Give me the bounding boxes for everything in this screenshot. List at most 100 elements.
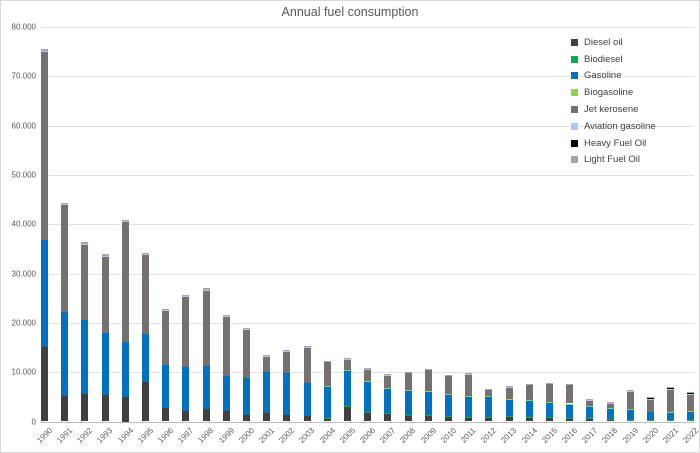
x-tick-label-2019: 2019: [620, 426, 640, 445]
bar-segment-biodiesel-2012: [485, 416, 493, 418]
bar-segment-gasoline-2012: [485, 396, 493, 417]
bar-segment-diesel-oil-2021: [667, 420, 675, 422]
bar-segment-jet-kerosene-2013: [505, 386, 513, 399]
x-tick-label-1997: 1997: [176, 426, 196, 445]
bar-segment-gasoline-1993: [101, 332, 109, 396]
bar-segment-diesel-oil-1997: [182, 410, 190, 422]
bar-segment-biodiesel-2013: [505, 416, 513, 418]
x-tick-label-1999: 1999: [216, 426, 236, 445]
y-tick-label-70.000: 70.000: [11, 71, 36, 81]
bar-segment-jet-kerosene-1997: [182, 296, 190, 368]
legend-item-light-fuel-oil: Light Fuel Oil: [571, 152, 656, 169]
bar-segment-gasoline-1998: [202, 365, 210, 409]
bar-segment-light-fuel-oil-1990: [41, 48, 48, 51]
legend-swatch-icon: [571, 139, 578, 147]
x-tick-label-2010: 2010: [438, 426, 458, 445]
y-tick-label-10.000: 10.000: [11, 367, 36, 377]
x-tick-label-2001: 2001: [257, 426, 277, 445]
bar-segment-jet-kerosene-2007: [384, 374, 392, 389]
bar-segment-jet-kerosene-2016: [566, 384, 574, 404]
x-tick-label-1990: 1990: [34, 426, 54, 445]
x-tick-label-2006: 2006: [358, 426, 378, 445]
bar-segment-gasoline-1990: [41, 239, 48, 348]
bar-segment-jet-kerosene-1994: [121, 221, 129, 342]
bar-segment-diesel-oil-2018: [606, 419, 614, 422]
bar-segment-jet-kerosene-2019: [626, 391, 634, 410]
x-tick-label-2009: 2009: [418, 426, 438, 445]
legend-swatch-icon: [571, 106, 578, 114]
y-tick-label-60.000: 60.000: [11, 121, 36, 131]
legend-swatch-icon: [571, 122, 578, 130]
bar-segment-light-fuel-oil-1996: [162, 309, 170, 311]
legend-label: Biodiesel: [584, 53, 623, 65]
bar-segment-jet-kerosene-2018: [606, 402, 614, 408]
chart-title: Annual fuel consumption: [281, 5, 419, 19]
bar-segment-gasoline-2006: [364, 381, 372, 413]
bar-segment-biodiesel-2005: [344, 406, 351, 408]
bar-segment-light-fuel-oil-1999: [222, 314, 230, 317]
x-tick-label-2007: 2007: [378, 426, 398, 445]
legend-swatch-icon: [571, 156, 578, 164]
bar-segment-gasoline-2008: [404, 390, 412, 415]
legend-label: Light Fuel Oil: [584, 154, 640, 166]
bar-segment-heavy-fuel-oil-2021: [667, 387, 675, 389]
x-axis-line: [41, 421, 694, 423]
chart-legend: Diesel oil Biodiesel Gasoline Biogasoline Je…: [571, 34, 656, 168]
bar-segment-diesel-oil-2020: [647, 420, 654, 422]
x-tick-label-2002: 2002: [277, 426, 297, 445]
bar-segment-gasoline-1997: [182, 367, 190, 411]
x-tick-label-1992: 1992: [75, 426, 95, 445]
bar-segment-diesel-oil-1990: [41, 347, 48, 422]
bar-segment-light-fuel-oil-2003: [303, 346, 311, 347]
gridline-40000: [41, 224, 694, 226]
bar-segment-gasoline-2005: [344, 370, 351, 407]
bar-segment-gasoline-2002: [283, 373, 291, 415]
legend-swatch-icon: [571, 55, 578, 63]
bar-segment-jet-kerosene-2000: [243, 329, 250, 378]
bar-segment-gasoline-1996: [162, 365, 170, 408]
bar-segment-gasoline-1992: [81, 320, 89, 394]
x-tick-label-2013: 2013: [499, 426, 519, 445]
bar-segment-light-fuel-oil-2000: [243, 327, 250, 329]
bar-segment-gasoline-2020: [647, 412, 654, 420]
bar-segment-diesel-oil-1995: [142, 382, 149, 422]
bar-segment-biodiesel-2007: [384, 413, 392, 415]
bar-segment-diesel-oil-2009: [424, 415, 432, 422]
bar-segment-diesel-oil-2004: [323, 418, 331, 422]
bar-segment-heavy-fuel-oil-2020: [647, 397, 654, 399]
legend-label: Diesel oil: [584, 36, 623, 48]
bar-segment-gasoline-2013: [505, 399, 513, 417]
bar-segment-gasoline-1995: [142, 333, 149, 383]
legend-label: Aviation gasoline: [584, 120, 656, 132]
bar-segment-jet-kerosene-1991: [61, 204, 69, 312]
bar-segment-jet-kerosene-2017: [586, 399, 594, 407]
x-tick-label-2012: 2012: [479, 426, 499, 445]
x-tick-label-2004: 2004: [317, 426, 337, 445]
x-tick-label-2000: 2000: [236, 426, 256, 445]
bar-segment-jet-kerosene-2002: [283, 350, 291, 374]
legend-label: Heavy Fuel Oil: [584, 137, 647, 149]
legend-item-biodiesel: Biodiesel: [571, 51, 656, 68]
x-tick-label-2021: 2021: [661, 426, 681, 445]
x-tick-label-2005: 2005: [337, 426, 357, 445]
x-tick-label-2014: 2014: [519, 426, 539, 445]
bar-segment-jet-kerosene-2014: [525, 384, 533, 401]
x-tick-label-1995: 1995: [135, 426, 155, 445]
bar-segment-diesel-oil-2013: [505, 417, 513, 422]
bar-segment-jet-kerosene-1999: [222, 316, 230, 376]
x-tick-label-1996: 1996: [156, 426, 176, 445]
bar-segment-gasoline-2007: [384, 388, 392, 414]
bar-segment-jet-kerosene-2010: [445, 375, 452, 394]
bar-segment-gasoline-1994: [121, 341, 129, 397]
bar-segment-jet-kerosene-2005: [344, 359, 351, 371]
bar-segment-diesel-oil-2008: [404, 415, 412, 422]
bar-segment-diesel-oil-2001: [263, 413, 271, 422]
bar-segment-jet-kerosene-2008: [404, 372, 412, 391]
bar-segment-light-fuel-oil-1991: [61, 202, 69, 205]
bar-segment-gasoline-2000: [243, 377, 250, 416]
bar-segment-light-fuel-oil-1992: [81, 242, 89, 244]
x-tick-label-1993: 1993: [95, 426, 115, 445]
bar-segment-gasoline-1999: [222, 375, 230, 412]
bar-segment-gasoline-2016: [566, 403, 574, 418]
x-tick-label-2016: 2016: [560, 426, 580, 445]
